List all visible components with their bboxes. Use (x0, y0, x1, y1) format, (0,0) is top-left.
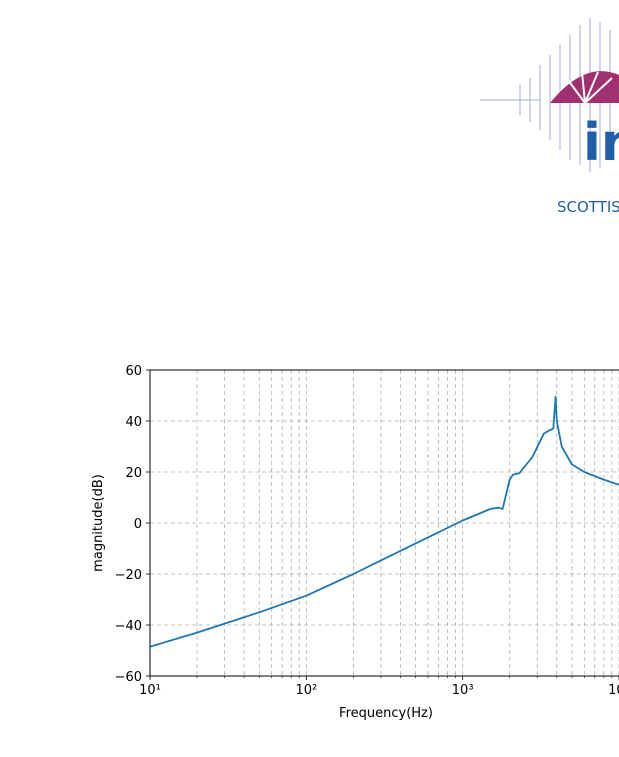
y-tick-label: −60 (115, 670, 142, 685)
x-tick-label: 10⁴ (608, 683, 619, 698)
logo: in SCOTTIS (480, 18, 619, 216)
x-tick-label: 10³ (452, 683, 474, 698)
y-tick-label: 20 (125, 466, 142, 481)
x-axis-label: Frequency(Hz) (339, 706, 433, 721)
y-tick-label: 60 (125, 364, 142, 379)
y-tick-label: 0 (134, 517, 142, 532)
axes-frame (149, 369, 619, 677)
data-line (149, 395, 619, 648)
x-tick-label: 10² (295, 683, 317, 698)
y-axis-label: magnitude(dB) (91, 474, 106, 572)
logo-caption: SCOTTIS (557, 198, 619, 216)
logo-mark: in (583, 113, 619, 173)
y-tick-label: −20 (115, 568, 142, 583)
y-tick-label: 40 (125, 415, 142, 430)
y-tick-label: −40 (115, 619, 142, 634)
x-tick-label: 10¹ (139, 683, 161, 698)
